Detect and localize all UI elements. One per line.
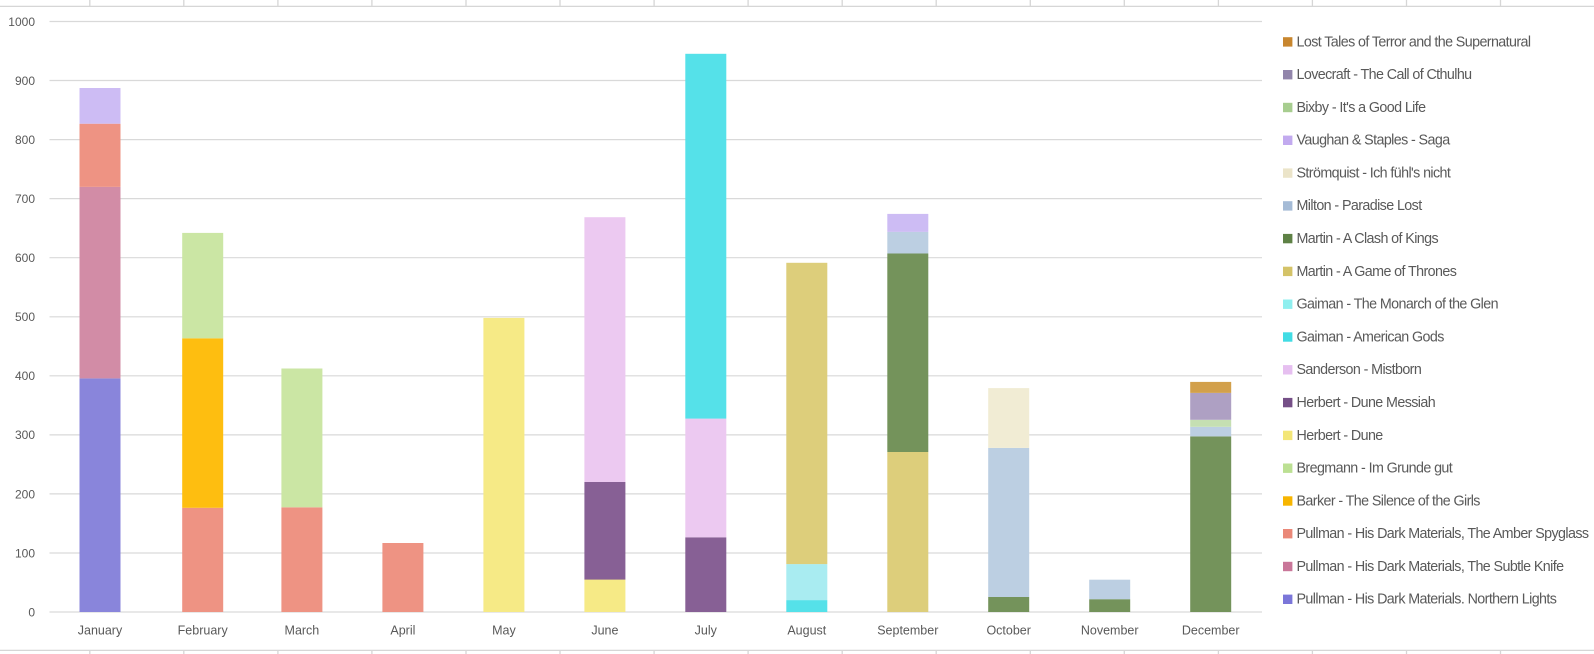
- svg-text:Sanderson - Mistborn: Sanderson - Mistborn: [1297, 362, 1422, 378]
- svg-text:Gaiman - The Monarch of the Gl: Gaiman - The Monarch of the Glen: [1297, 297, 1499, 313]
- svg-text:April: April: [390, 624, 415, 638]
- svg-text:1000: 1000: [8, 15, 35, 29]
- svg-text:100: 100: [15, 546, 35, 560]
- svg-text:October: October: [986, 624, 1030, 638]
- svg-text:Pullman - His Dark Materials,: Pullman - His Dark Materials, The Amber …: [1297, 526, 1589, 542]
- svg-text:400: 400: [15, 369, 35, 383]
- svg-text:Pullman - His Dark Materials,: Pullman - His Dark Materials, The Subtle…: [1297, 559, 1565, 575]
- svg-text:300: 300: [15, 428, 35, 442]
- svg-text:0: 0: [28, 605, 35, 619]
- svg-text:Herbert - Dune: Herbert - Dune: [1297, 428, 1384, 444]
- svg-text:November: November: [1081, 624, 1139, 638]
- svg-text:800: 800: [15, 133, 35, 147]
- svg-text:Vaughan & Staples - Saga: Vaughan & Staples - Saga: [1297, 133, 1451, 149]
- svg-text:900: 900: [15, 74, 35, 88]
- svg-text:Martin - A Clash of Kings: Martin - A Clash of Kings: [1297, 231, 1439, 247]
- svg-text:500: 500: [15, 310, 35, 324]
- svg-text:Milton - Paradise Lost: Milton - Paradise Lost: [1297, 198, 1423, 214]
- svg-text:Pullman - His Dark Materials.: Pullman - His Dark Materials. Northern L…: [1297, 592, 1557, 608]
- svg-text:Lost Tales of Terror and the S: Lost Tales of Terror and the Supernatura…: [1297, 34, 1531, 50]
- svg-text:January: January: [78, 624, 123, 638]
- svg-text:August: August: [787, 624, 826, 638]
- svg-text:Herbert - Dune Messiah: Herbert - Dune Messiah: [1297, 395, 1436, 411]
- svg-text:600: 600: [15, 251, 35, 265]
- svg-text:March: March: [285, 624, 320, 638]
- svg-text:Lovecraft - The Call of Cthulh: Lovecraft - The Call of Cthulhu: [1297, 67, 1472, 83]
- svg-text:February: February: [178, 624, 229, 638]
- svg-text:Bregmann - Im Grunde gut: Bregmann - Im Grunde gut: [1297, 461, 1453, 477]
- svg-text:September: September: [877, 624, 938, 638]
- svg-text:Martin - A Game of Thrones: Martin - A Game of Thrones: [1297, 264, 1457, 280]
- svg-text:Gaiman - American Gods: Gaiman - American Gods: [1297, 329, 1445, 345]
- svg-text:June: June: [591, 624, 618, 638]
- svg-text:Strömquist - Ich fühl's nicht: Strömquist - Ich fühl's nicht: [1297, 166, 1451, 182]
- svg-text:Barker - The Silence of the Gi: Barker - The Silence of the Girls: [1297, 493, 1481, 509]
- svg-text:May: May: [492, 624, 516, 638]
- svg-text:July: July: [695, 624, 718, 638]
- svg-text:December: December: [1182, 624, 1240, 638]
- svg-text:200: 200: [15, 487, 35, 501]
- svg-text:Bixby - It's a Good Life: Bixby - It's a Good Life: [1297, 100, 1427, 116]
- svg-text:700: 700: [15, 192, 35, 206]
